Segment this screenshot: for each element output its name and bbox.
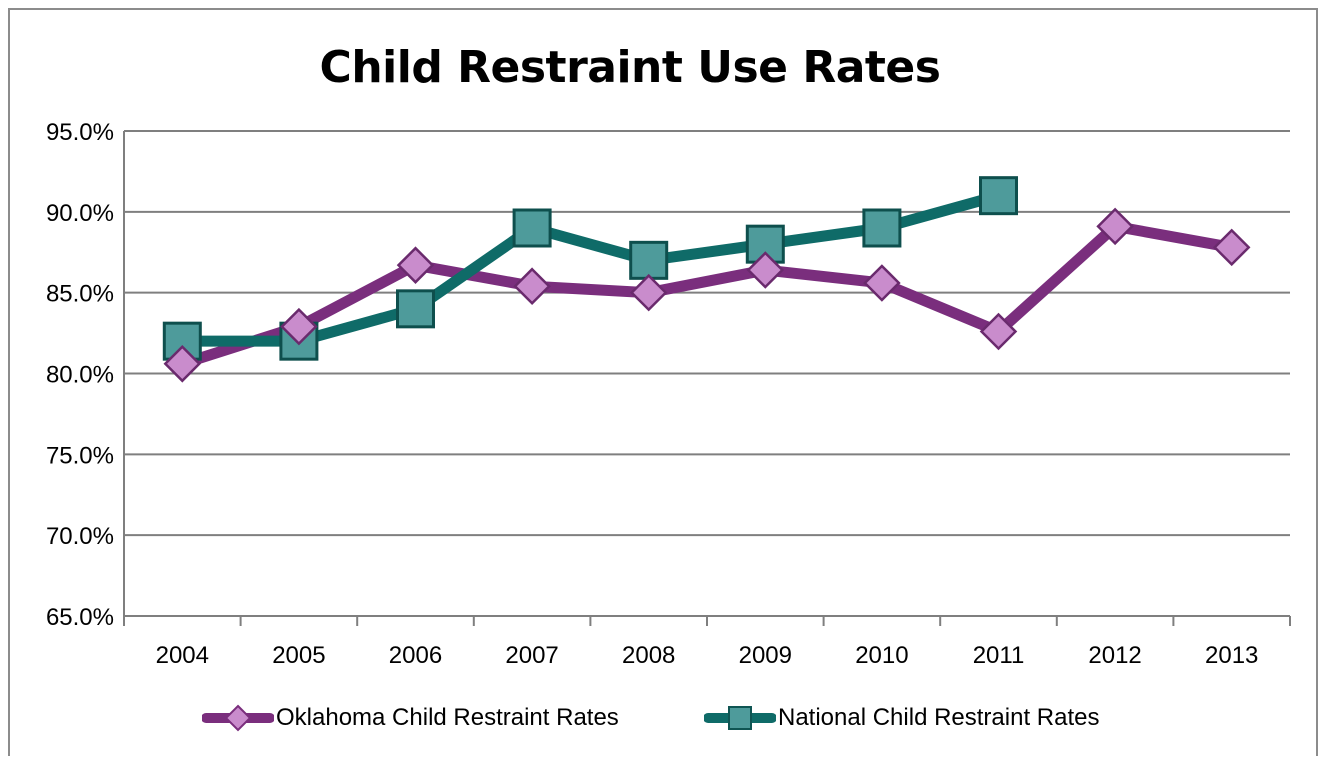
x-tick-label: 2010 <box>855 642 908 669</box>
oklahoma-point <box>746 251 785 289</box>
x-tick-label: 2011 <box>973 642 1025 669</box>
oklahoma-point <box>163 345 202 383</box>
oklahoma-point <box>863 264 901 302</box>
legend-swatch-national <box>704 706 776 730</box>
series-lines <box>176 190 1238 370</box>
legend-label-oklahoma: Oklahoma Child Restraint Rates <box>276 704 619 731</box>
y-axis: 65.0% 70.0% 75.0% 80.0% 85.0% 90.0% 95.0% <box>46 119 125 631</box>
national-point <box>862 208 902 248</box>
oklahoma-point <box>629 273 668 312</box>
national-point <box>979 176 1018 216</box>
y-tick-label: 95.0% <box>46 119 114 146</box>
legend-item-national: National Child Restraint Rates <box>704 698 1099 738</box>
x-axis: 2004 2005 2006 2007 2008 2009 2010 2011 2012 2013 <box>123 616 1291 669</box>
national-point <box>629 240 669 280</box>
series-markers <box>162 176 1251 383</box>
y-tick-label: 75.0% <box>46 442 114 469</box>
oklahoma-point <box>1212 228 1251 267</box>
oklahoma-point <box>513 267 551 305</box>
x-tick-label: 2004 <box>156 642 209 669</box>
chart-title: Child Restraint Use Rates <box>319 42 941 93</box>
y-tick-label: 70.0% <box>46 523 114 550</box>
legend-item-oklahoma: Oklahoma Child Restraint Rates <box>202 698 619 738</box>
x-tick-label: 2012 <box>1088 642 1141 669</box>
x-tick-label: 2006 <box>389 642 442 669</box>
y-tick-label: 90.0% <box>46 200 114 227</box>
x-tick-label: 2007 <box>505 642 558 669</box>
oklahoma-point <box>280 307 318 346</box>
legend-swatch-oklahoma <box>202 704 274 732</box>
series-line-0 <box>176 220 1238 370</box>
x-tick-label: 2013 <box>1205 642 1258 669</box>
y-tick-label: 80.0% <box>46 362 114 389</box>
x-tick-label: 2008 <box>622 642 675 669</box>
oklahoma-point <box>396 246 435 284</box>
y-tick-label: 65.0% <box>46 604 114 631</box>
national-point <box>512 208 552 248</box>
chart-frame <box>8 8 1318 756</box>
oklahoma-point <box>1096 207 1134 246</box>
chart-legend: Oklahoma Child Restraint Rates National … <box>0 698 1321 738</box>
legend-label-national: National Child Restraint Rates <box>778 704 1100 731</box>
x-tick-label: 2005 <box>272 642 325 669</box>
national-point <box>396 289 435 329</box>
x-tick-label: 2009 <box>739 642 792 669</box>
oklahoma-point <box>979 312 1018 351</box>
y-tick-label: 85.0% <box>46 281 114 308</box>
grid-lines <box>124 130 1290 617</box>
